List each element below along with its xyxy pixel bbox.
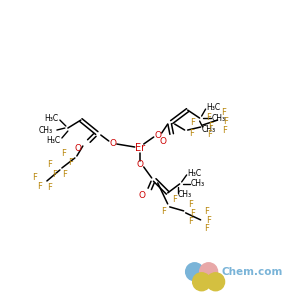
Text: F: F	[52, 170, 57, 179]
Text: H₃C: H₃C	[188, 169, 202, 178]
Text: O: O	[74, 143, 81, 152]
Text: O: O	[136, 160, 143, 169]
Text: CH₃: CH₃	[190, 179, 205, 188]
Text: F: F	[223, 117, 228, 126]
Text: Er: Er	[135, 143, 145, 153]
Text: F: F	[222, 125, 227, 134]
Text: O: O	[109, 139, 116, 148]
Text: F: F	[47, 183, 52, 192]
Text: F: F	[47, 160, 52, 169]
Text: Chem.com: Chem.com	[222, 267, 283, 277]
Text: F: F	[32, 173, 38, 182]
Text: F: F	[172, 195, 177, 204]
Text: CH₃: CH₃	[178, 190, 192, 200]
Text: O: O	[138, 191, 145, 200]
Circle shape	[193, 273, 211, 291]
Text: F: F	[68, 158, 73, 167]
Text: F: F	[62, 170, 67, 179]
Text: F: F	[190, 209, 195, 218]
Text: F: F	[206, 216, 211, 225]
Text: O: O	[154, 130, 161, 140]
Text: F: F	[188, 218, 193, 226]
Text: F: F	[190, 118, 195, 127]
Text: CH₃: CH₃	[212, 114, 226, 123]
Text: CH₃: CH₃	[202, 124, 216, 134]
Text: F: F	[206, 112, 211, 122]
Text: F: F	[61, 149, 66, 158]
Text: F: F	[161, 207, 166, 216]
Circle shape	[186, 263, 204, 281]
Text: H₃C: H₃C	[44, 114, 58, 123]
Text: O: O	[159, 136, 166, 146]
Text: F: F	[207, 130, 212, 139]
Text: F: F	[204, 224, 209, 233]
Text: H₃C: H₃C	[207, 103, 221, 112]
Text: F: F	[208, 122, 213, 130]
Text: F: F	[189, 128, 194, 137]
Text: F: F	[221, 108, 226, 117]
Circle shape	[207, 273, 225, 291]
Text: F: F	[204, 207, 209, 216]
Text: H₃C: H₃C	[46, 136, 60, 145]
Text: CH₃: CH₃	[39, 125, 53, 134]
Text: F: F	[188, 200, 193, 209]
Circle shape	[200, 263, 217, 281]
Text: F: F	[38, 182, 42, 191]
